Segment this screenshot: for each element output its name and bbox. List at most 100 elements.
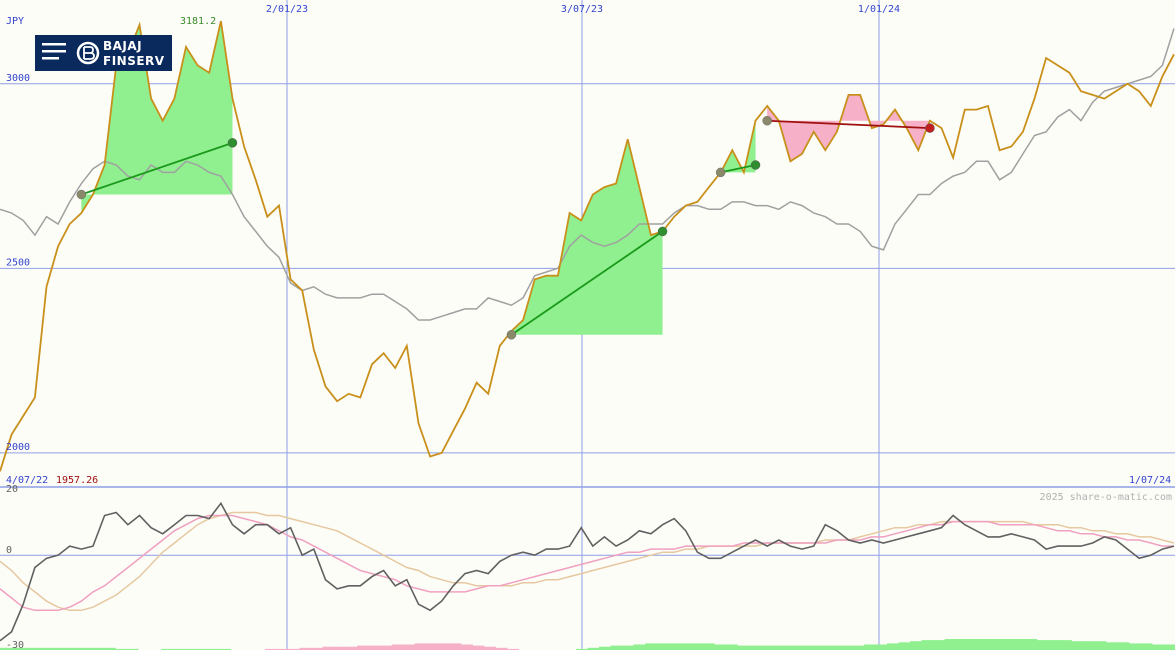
histogram-bar <box>967 639 980 650</box>
histogram-bar <box>1036 640 1049 650</box>
histogram-bar <box>691 643 704 650</box>
histogram-bar <box>380 645 393 650</box>
trend-area <box>767 94 930 162</box>
bajaj-emblem-icon <box>76 41 100 65</box>
histogram-bar <box>495 647 508 650</box>
histogram-bar <box>898 642 911 650</box>
trend-segment <box>720 164 756 174</box>
price-series-line <box>0 20 1175 472</box>
histogram-bar <box>0 647 13 650</box>
histogram-bar <box>794 645 807 650</box>
histogram-bar <box>575 648 588 650</box>
range-start-value: 1957.26 <box>56 475 98 486</box>
histogram-bar <box>702 643 715 650</box>
trend-segment <box>81 142 233 196</box>
histogram-bar <box>357 645 370 650</box>
date-tick-label: 3/07/23 <box>561 4 603 15</box>
bajaj-finserv-logo: BAJAJ FINSERV <box>35 35 172 71</box>
histogram-bar <box>426 643 439 650</box>
range-end-date: 1/07/24 <box>1129 475 1171 486</box>
histogram-bar <box>1151 644 1164 650</box>
trend-start-marker <box>76 189 87 200</box>
histogram-bar <box>656 643 669 650</box>
price-tick-label: 3000 <box>6 73 30 84</box>
histogram-bar <box>368 645 381 650</box>
histogram-bar <box>115 648 128 650</box>
histogram-bar <box>1105 642 1118 650</box>
histogram-bar <box>979 639 992 650</box>
range-start-date: 4/07/22 <box>6 475 48 486</box>
histogram-bar <box>334 646 347 650</box>
trend-start-marker <box>762 115 772 126</box>
trend-end-marker <box>227 138 238 148</box>
credit-text: 2025 share-o-matic.com <box>1040 492 1172 503</box>
histogram-bar <box>46 647 59 650</box>
histogram-bar <box>437 643 450 650</box>
histogram-bar <box>1013 639 1026 650</box>
histogram-bar <box>1082 641 1095 650</box>
price-lines <box>0 20 1175 472</box>
histogram-bar <box>1163 644 1175 650</box>
histogram-bar <box>829 645 842 650</box>
histogram-bar <box>668 643 681 650</box>
histogram-bar <box>990 639 1003 650</box>
logo-line2: FINSERV <box>103 54 165 68</box>
histogram-bar <box>449 643 462 650</box>
histogram-bar <box>345 646 358 650</box>
histogram-bar <box>806 645 819 650</box>
histogram-bar <box>771 645 784 650</box>
histogram-bar <box>311 647 324 650</box>
trend-end-marker <box>657 226 668 237</box>
last-value-label: 3181.2 <box>180 16 216 27</box>
logo-line1: BAJAJ <box>103 39 142 53</box>
histogram-bar <box>403 644 416 650</box>
histogram-bar <box>1094 641 1107 650</box>
price-tick-label: 2000 <box>6 442 30 453</box>
oscillator-tick-label: 0 <box>6 545 12 556</box>
oscillator-main-line <box>0 501 1175 642</box>
histogram-bar <box>23 647 36 650</box>
histogram-bar <box>69 647 82 650</box>
histogram-bar <box>1128 643 1141 650</box>
histogram-bar <box>472 645 485 650</box>
histogram-bar <box>287 648 301 650</box>
histogram-bar <box>1048 640 1061 650</box>
histogram-bar <box>714 644 727 650</box>
histogram-bar <box>737 645 750 650</box>
histogram-bar <box>414 643 427 650</box>
histogram-bar <box>725 644 738 650</box>
histogram-bar <box>92 647 105 650</box>
menu-icon <box>42 43 66 60</box>
histogram-bar <box>207 648 220 650</box>
histogram-bar <box>760 645 773 650</box>
histogram-bar <box>748 645 761 650</box>
histogram-bar <box>783 645 796 650</box>
histogram-bar <box>57 647 70 650</box>
oscillator-fast-line <box>0 514 1174 612</box>
oscillator-tick-label: -30 <box>6 640 24 650</box>
histogram-bar <box>887 643 900 650</box>
histogram-bar <box>956 639 969 650</box>
trend-start-marker <box>506 330 517 340</box>
histogram-bar <box>11 647 24 650</box>
histogram-bar <box>910 641 923 650</box>
price-tick-label: 2500 <box>6 257 30 268</box>
histogram-bar <box>610 645 623 650</box>
histogram-bar <box>1025 639 1038 650</box>
date-tick-label: 1/01/24 <box>858 4 900 15</box>
histogram-bar <box>264 648 277 650</box>
trend-lines <box>76 115 935 340</box>
axis-labels: 2000 2500 3000 2/01/23 3/07/23 1/01/24 20 0 -30 <box>6 4 900 650</box>
histogram-bar <box>817 645 830 650</box>
histogram-bar <box>1117 642 1130 650</box>
trend-end-marker <box>925 123 935 133</box>
histogram-bar <box>195 648 208 650</box>
trend-end-marker <box>750 160 761 170</box>
histogram-bar <box>622 645 635 650</box>
histogram-bar <box>875 644 888 650</box>
histogram-bar <box>80 647 93 650</box>
date-tick-label: 2/01/23 <box>266 4 308 15</box>
histogram-bar <box>34 647 47 650</box>
histogram-bar <box>276 648 289 650</box>
histogram-bar <box>840 645 853 650</box>
